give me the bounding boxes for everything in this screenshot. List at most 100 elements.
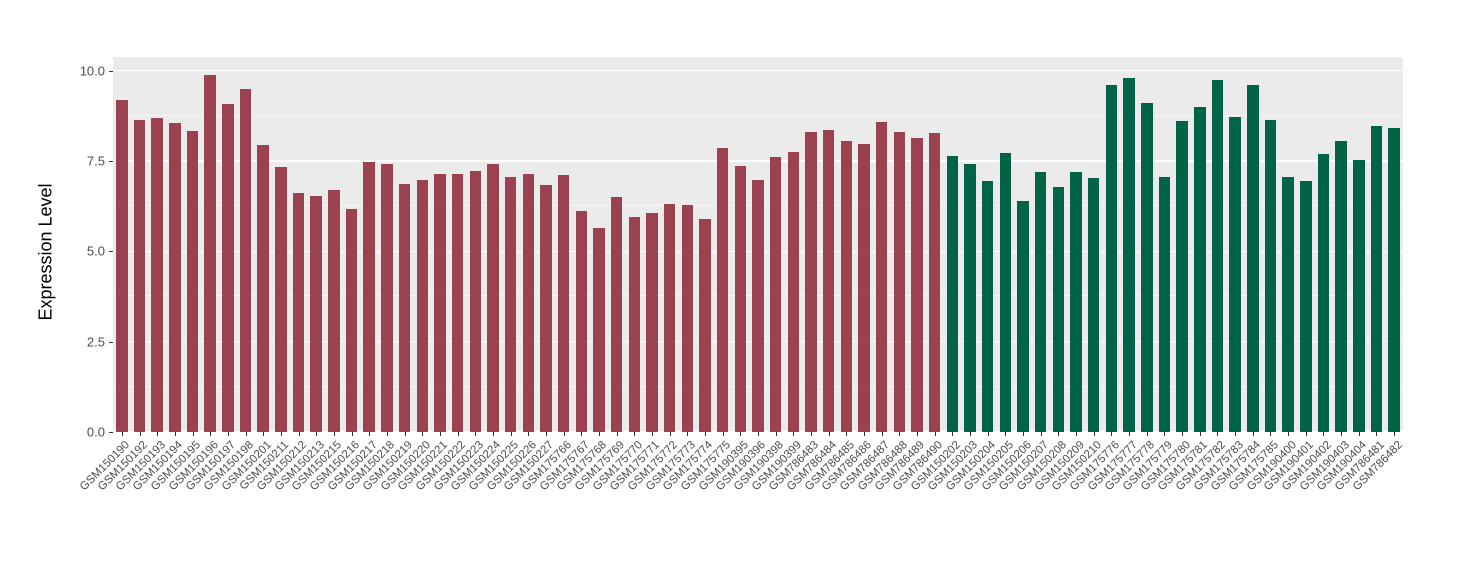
x-tick-mark — [1270, 432, 1272, 436]
y-tick-label: 5.0 — [86, 243, 105, 259]
x-tick-mark — [386, 432, 388, 436]
x-tick-mark — [740, 432, 742, 436]
y-tick-label: 10.0 — [79, 63, 105, 78]
x-tick-mark — [1093, 432, 1095, 436]
bar — [716, 148, 729, 432]
bar — [1123, 77, 1135, 432]
bar — [646, 212, 658, 432]
bar — [964, 163, 976, 432]
x-tick-mark — [1076, 432, 1078, 436]
bar — [875, 122, 888, 432]
x-tick-mark — [1305, 432, 1307, 436]
plot-panel — [113, 57, 1403, 433]
bar — [593, 228, 605, 432]
x-tick-mark — [1164, 432, 1166, 436]
x-tick-mark — [333, 432, 335, 436]
x-tick-mark — [1005, 432, 1007, 436]
x-tick-mark — [651, 432, 653, 436]
x-tick-mark — [1199, 432, 1201, 436]
bar — [1017, 201, 1029, 432]
x-tick-mark — [987, 432, 989, 436]
x-tick-mark — [687, 432, 689, 436]
x-tick-mark — [846, 432, 848, 436]
bar — [822, 129, 835, 432]
bar — [451, 174, 464, 432]
bar — [1335, 141, 1347, 432]
x-tick-mark — [828, 432, 830, 436]
bar — [928, 133, 941, 432]
bar — [487, 163, 499, 432]
bar — [1388, 127, 1400, 432]
x-tick-mark — [669, 432, 671, 436]
x-tick-mark — [864, 432, 866, 436]
x-tick-mark — [457, 432, 459, 436]
x-tick-mark — [404, 432, 406, 436]
x-tick-mark — [1058, 432, 1060, 436]
x-tick-mark — [157, 432, 159, 436]
x-tick-mark — [139, 432, 141, 436]
bar — [151, 117, 163, 432]
y-tick-label: 0.0 — [86, 424, 105, 440]
x-tick-mark — [528, 432, 530, 436]
bar — [1158, 176, 1171, 432]
bar — [752, 180, 764, 432]
bar — [328, 190, 340, 432]
bar — [222, 103, 234, 432]
y-tick-mark — [109, 432, 113, 433]
bar — [1300, 181, 1312, 432]
x-tick-mark — [793, 432, 795, 436]
x-tick-mark — [1341, 432, 1343, 436]
x-tick-mark — [1129, 432, 1131, 436]
bar — [1211, 79, 1224, 432]
y-tick-mark — [109, 160, 113, 162]
x-tick-mark — [422, 432, 424, 436]
x-tick-mark — [563, 432, 565, 436]
bar — [1052, 186, 1065, 432]
x-tick-mark — [280, 432, 282, 436]
bar — [805, 131, 817, 432]
bar — [699, 219, 711, 432]
y-tick-label: 7.5 — [86, 153, 105, 169]
bar — [981, 181, 994, 432]
bar — [522, 173, 534, 432]
y-tick-mark — [109, 341, 113, 343]
x-tick-mark — [1358, 432, 1360, 436]
y-tick-mark — [109, 70, 113, 72]
bar — [787, 151, 800, 432]
x-tick-mark — [758, 432, 759, 436]
bar — [169, 122, 181, 432]
bar — [1194, 107, 1206, 432]
bar — [840, 141, 853, 432]
bar — [239, 88, 252, 432]
x-tick-mark — [316, 432, 318, 436]
bar — [1370, 126, 1383, 432]
bar — [540, 185, 552, 432]
bar — [1229, 116, 1241, 432]
bar — [363, 161, 375, 432]
bar — [133, 120, 146, 432]
x-tick-mark — [298, 432, 300, 436]
x-tick-mark — [1023, 432, 1025, 436]
bar — [310, 196, 322, 432]
x-tick-mark — [881, 432, 883, 436]
bar — [628, 217, 641, 432]
bar — [416, 180, 428, 432]
bar — [1070, 171, 1082, 432]
bar — [1105, 85, 1118, 432]
x-tick-mark — [369, 432, 371, 436]
y-tick-label: 2.5 — [86, 334, 105, 350]
y-axis-title: Expression Level — [35, 183, 56, 321]
y-tick-mark — [109, 251, 113, 253]
bar — [398, 183, 411, 432]
bar — [1247, 84, 1259, 432]
bar — [345, 208, 358, 432]
x-tick-mark — [545, 432, 547, 436]
x-tick-mark — [192, 432, 194, 436]
bar — [116, 99, 128, 432]
bar — [381, 164, 393, 432]
x-tick-mark — [1182, 432, 1184, 436]
x-tick-mark — [811, 432, 812, 436]
bar — [769, 156, 782, 432]
x-tick-mark — [1323, 432, 1325, 436]
